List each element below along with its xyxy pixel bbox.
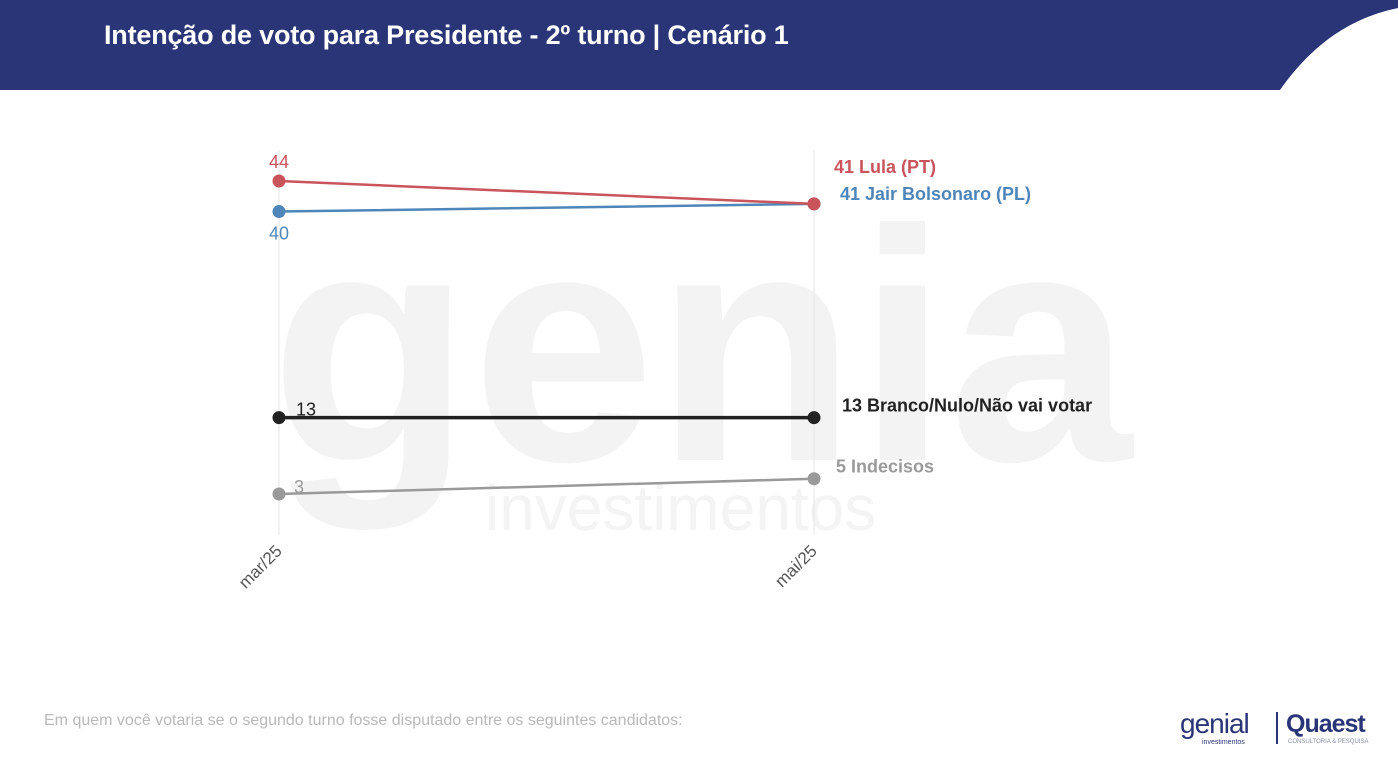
- page-title: Intenção de voto para Presidente - 2º tu…: [104, 20, 789, 50]
- survey-question: Em quem você votaria se o segundo turno …: [44, 712, 683, 729]
- end-label-lula: 41 Lula (PT): [834, 157, 936, 177]
- start-value-label-branco: 13: [296, 400, 316, 420]
- data-point-lula: [807, 197, 821, 211]
- data-point-indecisos: [272, 487, 286, 501]
- series-line-indecisos: [277, 477, 816, 496]
- logos: genial investimentos Quaest CONSULTORIA …: [1180, 708, 1380, 748]
- x-tick-label: mai/25: [771, 541, 821, 591]
- header-band: [0, 0, 1398, 90]
- genial-logo-sub: investimentos: [1202, 739, 1245, 746]
- data-point-lula: [272, 174, 286, 188]
- logo-separator: [1276, 712, 1278, 744]
- genial-logo: genial: [1180, 708, 1250, 739]
- data-point-bolsonaro: [272, 205, 286, 219]
- series-line-lula: [277, 179, 816, 206]
- x-tick-label: mar/25: [235, 541, 286, 592]
- end-label-indecisos: 5 Indecisos: [836, 457, 934, 477]
- start-value-label-lula: 44: [269, 152, 289, 172]
- series-line-bolsonaro: [277, 202, 816, 213]
- quaest-logo: Quaest: [1286, 710, 1366, 738]
- quaest-logo-sub: CONSULTORIA & PESQUISA: [1288, 739, 1369, 745]
- start-value-label-bolsonaro: 40: [269, 224, 289, 244]
- end-label-bolsonaro: 41 Jair Bolsonaro (PL): [840, 184, 1031, 204]
- data-point-indecisos: [807, 472, 821, 486]
- data-point-branco: [807, 411, 821, 425]
- start-value-label-indecisos: 3: [294, 477, 304, 497]
- data-point-branco: [272, 411, 286, 425]
- end-label-branco: 13 Branco/Nulo/Não vai votar: [842, 396, 1092, 416]
